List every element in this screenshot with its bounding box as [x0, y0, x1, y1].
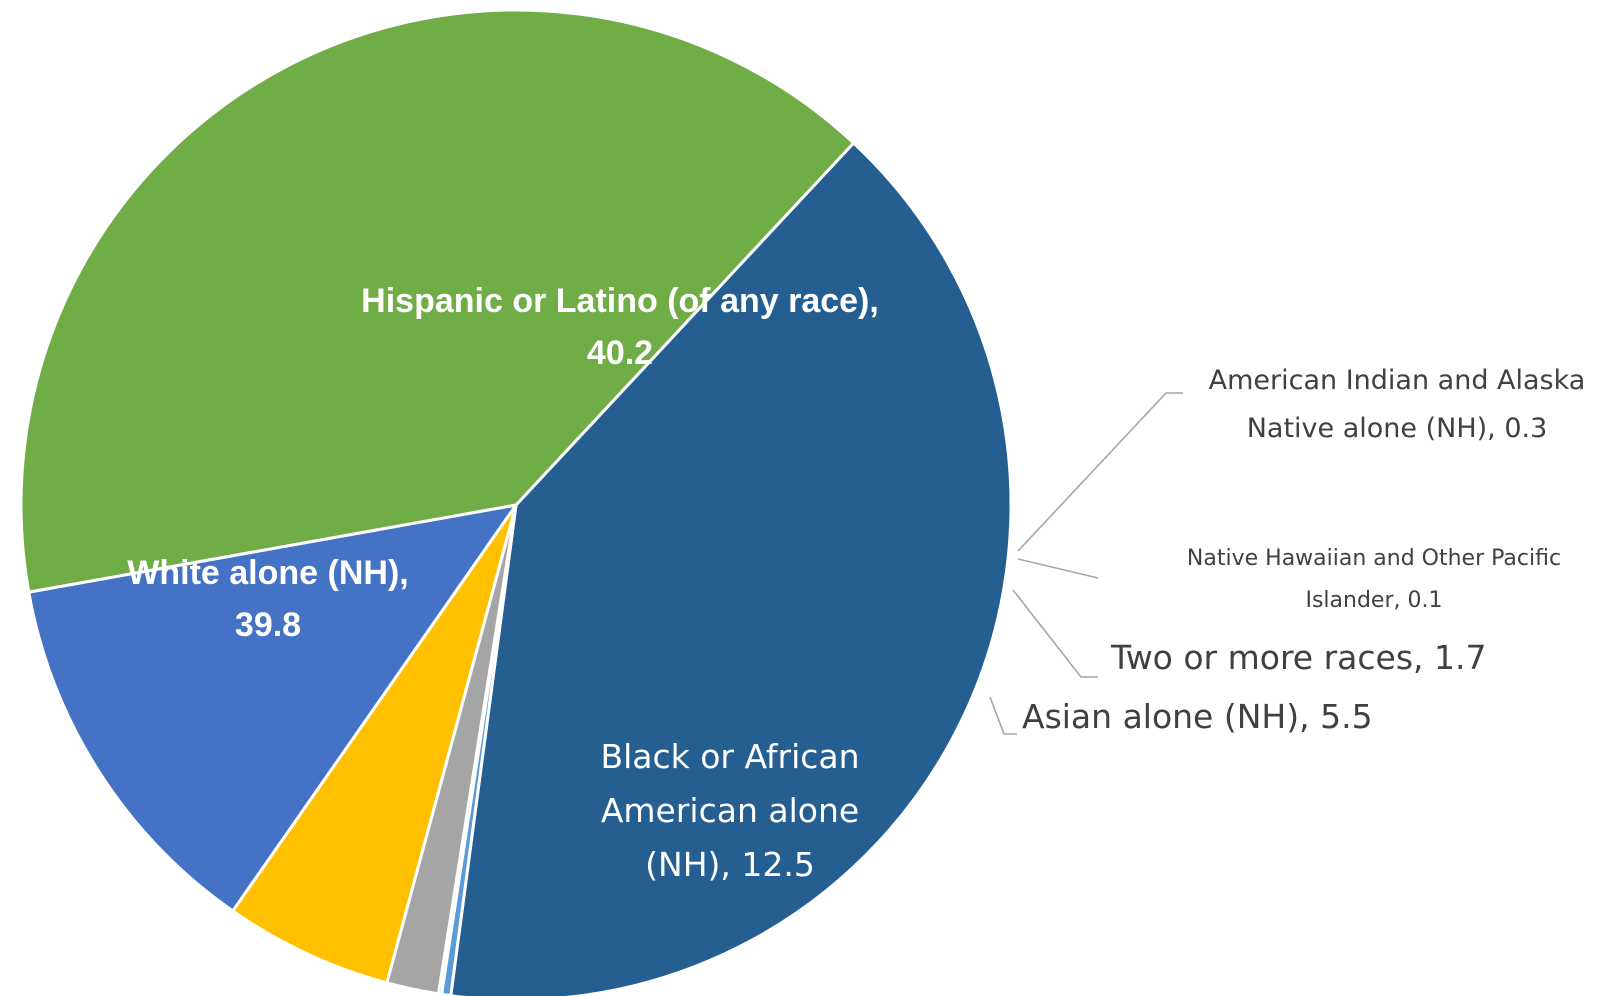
data-label-line: American alone — [601, 791, 859, 830]
data-label-line: White alone (NH), — [127, 554, 408, 592]
data-label-line: Hispanic or Latino (of any race), — [361, 282, 879, 320]
data-label-line: (NH), 12.5 — [645, 845, 815, 884]
data-label-hispanic-or-latino-of-any-race: Hispanic or Latino (of any race), 40.2 — [361, 282, 879, 372]
slices-layer — [19, 8, 1013, 996]
data-label-line: American Indian and Alaska — [1209, 365, 1586, 396]
data-label-line: Two or more races, 1.7 — [1110, 638, 1486, 677]
data-labels-layer: Hispanic or Latino (of any race), 40.2 Ame… — [127, 282, 1585, 884]
leader-line-two-or-more-races — [1012, 589, 1098, 678]
leader-line-native-hawaiian-and-other-pacific-islander — [1017, 558, 1099, 579]
pie-slice-white-alone-nh — [19, 8, 856, 594]
data-label-line: Islander, 0.1 — [1305, 588, 1442, 613]
data-label-american-indian-and-alaska-native-alone-nh: American Indian and Alaska Native alone (… — [1209, 365, 1586, 444]
data-label-line: 40.2 — [587, 334, 653, 372]
data-label-black-or-african-american-alone-nh: Black or African American alone (NH), 12.5 — [600, 737, 859, 884]
data-label-asian-alone-nh: Asian alone (NH), 5.5 — [1022, 697, 1373, 736]
data-label-white-alone-nh: White alone (NH), 39.8 — [127, 554, 408, 644]
data-label-native-hawaiian-and-other-pacific-islander: Native Hawaiian and Other Pacific Islande… — [1187, 546, 1561, 613]
pie-slice-asian-alone-nh — [231, 503, 518, 985]
data-label-two-or-more-races: Two or more races, 1.7 — [1110, 638, 1486, 677]
leader-line-american-indian-and-alaska-native-alone-nh — [1017, 392, 1183, 552]
data-label-line: Native alone (NH), 0.3 — [1247, 413, 1548, 444]
data-label-line: 39.8 — [235, 606, 301, 644]
leader-line-asian-alone-nh — [989, 696, 1017, 735]
pie-slice-hispanic-or-latino-of-any-race — [449, 141, 1013, 996]
data-label-line: Asian alone (NH), 5.5 — [1022, 697, 1373, 736]
data-label-line: Native Hawaiian and Other Pacific — [1187, 546, 1561, 571]
pie-slice-black-or-african-american-alone-nh — [27, 503, 518, 913]
leader-lines-layer — [989, 392, 1183, 735]
data-label-line: Black or African — [600, 737, 859, 776]
